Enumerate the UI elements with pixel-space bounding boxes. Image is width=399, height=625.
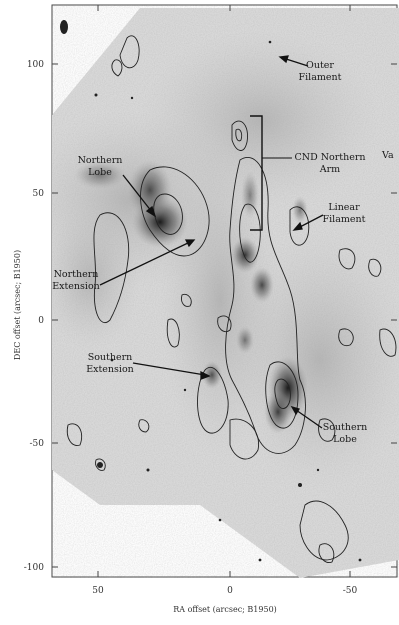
label-northern-extension-2: Extension	[52, 281, 100, 292]
point-sources	[60, 20, 362, 562]
label-linear-filament-1: Linear	[328, 202, 360, 213]
y-tick-label: -100	[24, 563, 44, 573]
label-southern-lobe-1: Southern	[323, 422, 368, 433]
label-southern-lobe-2: Lobe	[333, 434, 357, 445]
annotation-arrows	[99, 55, 324, 429]
label-northern-lobe-2: Lobe	[88, 167, 112, 178]
label-va: Va	[381, 150, 394, 161]
label-southern-extension-1: Southern	[88, 352, 133, 363]
x-tick-label: 0	[227, 586, 233, 596]
cnd-bracket	[250, 115, 263, 231]
y-tick-label: 50	[33, 189, 45, 199]
y-axis-label: DEC offset (arcsec; B1950)	[13, 250, 22, 360]
label-cnd-northern-arm-1: CND Northern	[294, 152, 365, 163]
axis-ticks	[52, 5, 397, 577]
label-cnd-northern-arm-2: Arm	[319, 164, 340, 175]
label-outer-filament-2: Filament	[299, 72, 342, 83]
x-axis-label: RA offset (arcsec; B1950)	[173, 605, 277, 614]
label-linear-filament-2: Filament	[323, 214, 366, 225]
label-northern-lobe-1: Northern	[78, 155, 123, 166]
greyscale-image	[52, 5, 399, 578]
x-tick-label: -50	[343, 586, 358, 596]
contours	[66, 35, 397, 564]
y-tick-label: 0	[38, 316, 44, 326]
label-outer-filament-1: Outer	[306, 60, 334, 71]
y-tick-label: 100	[27, 60, 44, 70]
label-southern-extension-2: Extension	[86, 364, 134, 375]
y-tick-label: -50	[30, 439, 45, 449]
annotations: Outer Filament CND Northern Arm Va North…	[52, 60, 394, 445]
label-northern-extension-1: Northern	[54, 269, 99, 280]
x-tick-label: 50	[92, 586, 104, 596]
